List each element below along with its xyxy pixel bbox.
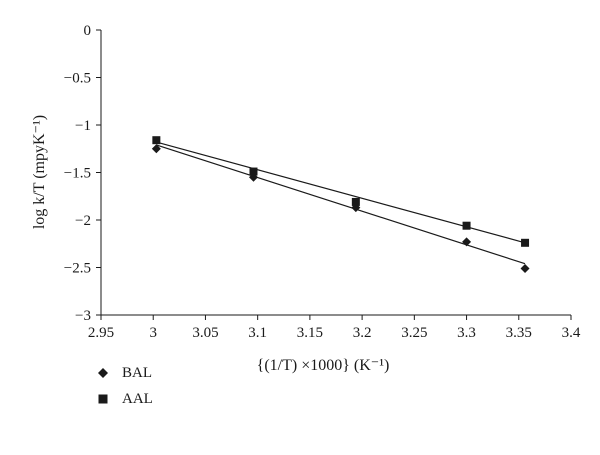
y-tick-label: −1.5 (64, 166, 91, 182)
x-tick-label: 3.1 (248, 325, 267, 341)
data-point-aal (249, 167, 258, 176)
x-tick-label: 3.35 (506, 325, 532, 341)
data-point-aal (351, 197, 360, 206)
axes: 2.95 3 3.05 3.1 3.15 3.2 3.25 3.3 3.35 3.4 0 −0.5 −1… (64, 23, 581, 341)
data-markers (151, 136, 530, 273)
y-tick-label: −2.5 (64, 261, 91, 277)
legend: BAL AAL (96, 360, 153, 412)
y-tick-label: −1 (75, 118, 91, 134)
y-axis-title: log k/T (mpyK⁻¹) (31, 115, 48, 229)
legend-label-aal: AAL (122, 390, 153, 407)
x-tick-label: 3.4 (562, 325, 581, 341)
data-point-aal (152, 136, 161, 145)
y-tick-label: −3 (75, 308, 91, 324)
y-tick-label: −0.5 (64, 71, 91, 87)
x-tick-label: 2.95 (88, 325, 114, 341)
y-tick-label: −2 (75, 213, 91, 229)
data-point-aal (462, 221, 471, 230)
x-tick-label: 3.15 (297, 325, 323, 341)
x-tick-label: 3 (149, 325, 157, 341)
data-point-bal (151, 144, 161, 154)
fit-lines (156, 141, 526, 265)
x-tick-label: 3.25 (401, 325, 427, 341)
y-tick-label: 0 (84, 23, 92, 39)
data-point-bal (520, 263, 530, 273)
x-axis-title: {(1/T) ×1000} (K⁻¹) (257, 357, 390, 374)
x-tick-label: 3.3 (457, 325, 476, 341)
square-marker-icon (98, 394, 108, 404)
x-tick-label: 3.05 (192, 325, 218, 341)
legend-label-bal: BAL (122, 364, 152, 381)
data-point-aal (521, 238, 530, 247)
x-tick-label: 3.2 (353, 325, 372, 341)
legend-item-aal: AAL (96, 386, 153, 412)
legend-item-bal: BAL (96, 360, 153, 386)
trend-line-bal (156, 144, 526, 265)
diamond-marker-icon (98, 368, 108, 378)
data-point-bal (462, 237, 472, 247)
